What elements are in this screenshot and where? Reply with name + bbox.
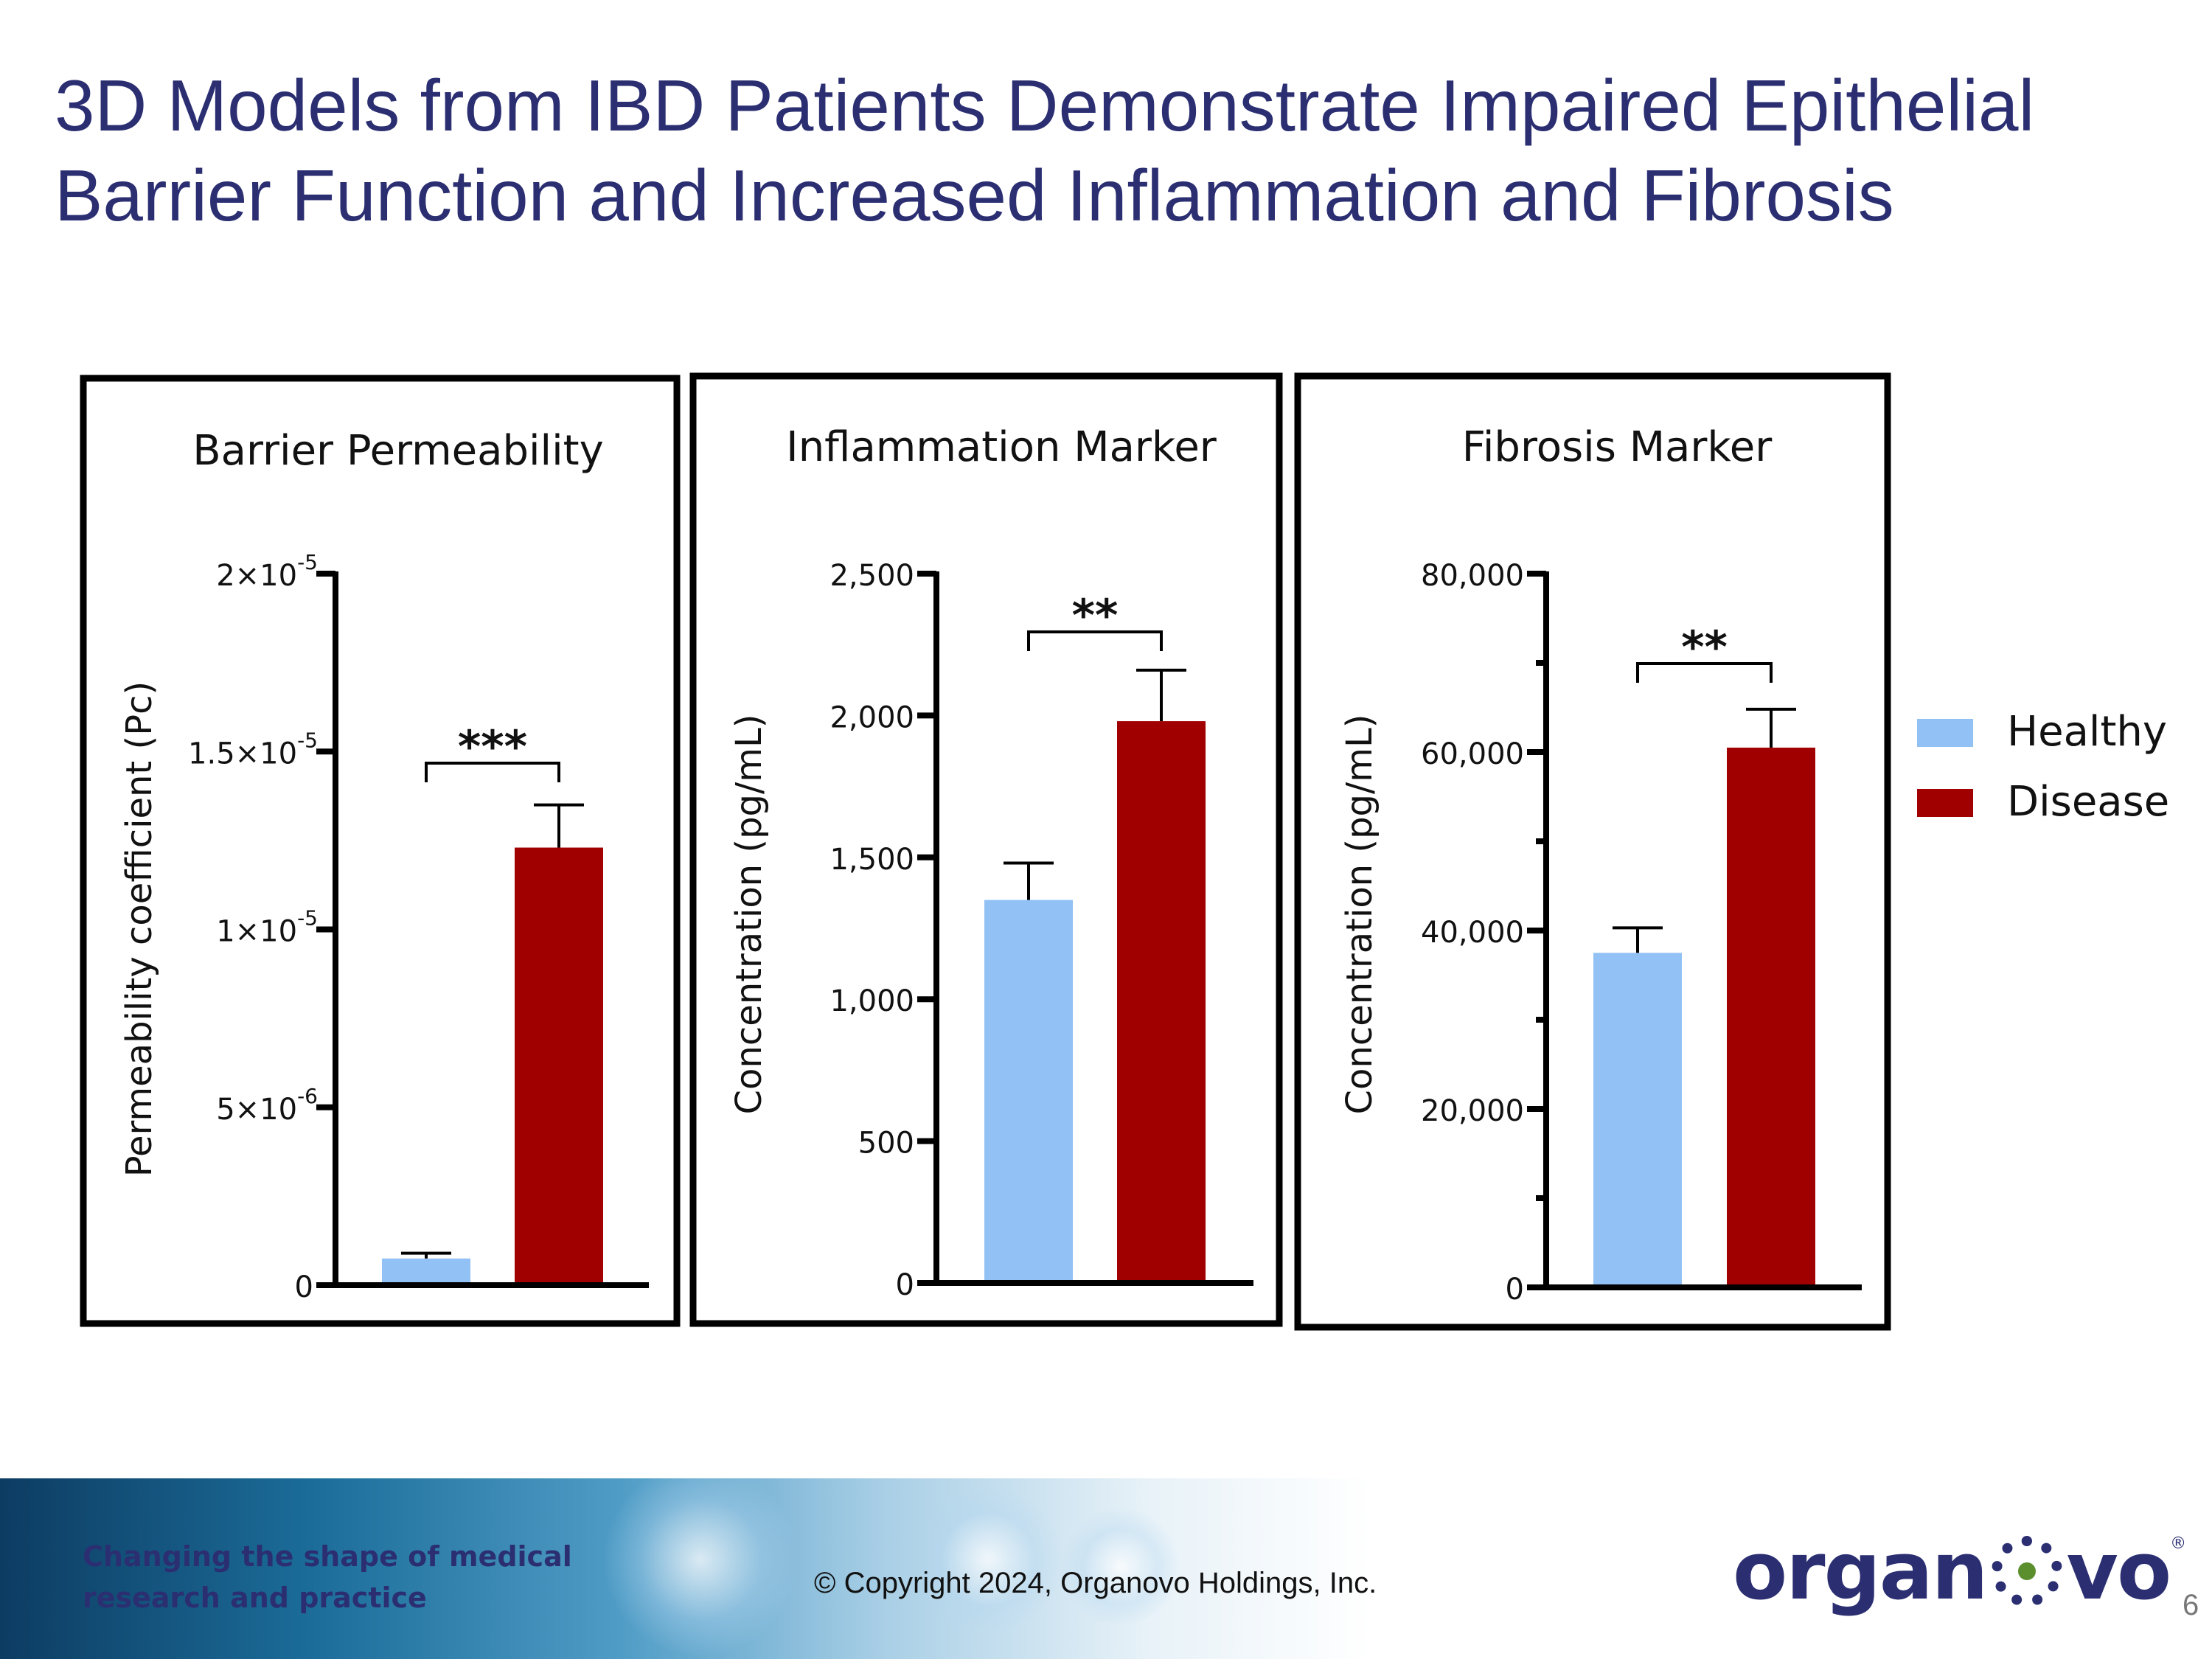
chart-title: Barrier Permeability: [192, 427, 604, 475]
y-tick-label: 1×10-5: [216, 906, 318, 949]
y-tick-label: 2×10-5: [216, 550, 318, 593]
tagline-line-1: Changing the shape of medical: [83, 1540, 572, 1573]
decorative-cell-image: [1062, 1508, 1180, 1626]
significance-bracket: [1636, 662, 1773, 683]
y-axis-label: Concentration (pg/mL): [728, 714, 770, 1115]
bar-disease: [1727, 747, 1815, 1287]
footer-banner: Changing the shape of medical research a…: [0, 1478, 2212, 1659]
logo-text-right: vo: [2066, 1525, 2172, 1618]
legend-label-healthy: Healthy: [2007, 708, 2167, 756]
significance-label: **: [1072, 590, 1119, 641]
tagline-line-2: research and practice: [83, 1582, 427, 1614]
decorative-cell-image: [605, 1478, 796, 1655]
bar-disease: [515, 847, 603, 1285]
y-tick-label: 0: [896, 1268, 914, 1302]
significance-label: **: [1681, 622, 1728, 673]
y-tick-label: 60,000: [1421, 737, 1524, 771]
bar-healthy: [1593, 953, 1682, 1287]
chart-title: Inflammation Marker: [786, 423, 1217, 471]
legend-label-disease: Disease: [2007, 778, 2169, 826]
significance-bracket: [1027, 630, 1163, 651]
y-tick-label: 2,000: [830, 700, 914, 734]
chart-frame: [1294, 372, 1891, 1331]
y-axis-label: Permeability coefficient (Pc): [119, 681, 160, 1178]
copyright-text: © Copyright 2024, Organovo Holdings, Inc…: [814, 1567, 1377, 1599]
y-tick-label: 0: [1506, 1273, 1524, 1307]
slide-title: 3D Models from IBD Patients Demonstrate …: [55, 65, 2035, 236]
significance-bracket: [425, 762, 560, 782]
y-tick-label: 5×10-6: [216, 1084, 318, 1127]
y-axis-label: Concentration (pg/mL): [1339, 714, 1380, 1115]
y-tick-label: 500: [858, 1127, 914, 1161]
footer-tagline: Changing the shape of medical research a…: [83, 1536, 572, 1618]
y-tick-label: 1,000: [830, 984, 914, 1018]
y-tick-label: 1.5×10-5: [188, 728, 318, 771]
y-tick-label: 1,500: [830, 843, 914, 877]
chart-panel-1: Barrier Permeability Permeability coeffic…: [80, 375, 681, 1327]
chart-title: Fibrosis Marker: [1462, 423, 1773, 471]
logo-registered-mark: ®: [2170, 1534, 2186, 1553]
bar-disease: [1117, 721, 1206, 1283]
logo-text-left: organ: [1733, 1525, 1989, 1618]
y-tick-label: 80,000: [1421, 559, 1524, 593]
y-tick-label: 2,500: [830, 559, 914, 593]
bar-healthy: [382, 1258, 470, 1285]
chart-frame: [80, 375, 681, 1327]
chart-panel-3: Fibrosis Marker Concentration (pg/mL) 0 20,…: [1294, 372, 1891, 1331]
significance-label: ***: [458, 721, 527, 773]
chart-legend: Healthy Disease: [1917, 708, 2169, 826]
chart-panel-2: Inflammation Marker Concentration (pg/mL)…: [689, 372, 1283, 1327]
logo-cell-icon: [1991, 1536, 2062, 1607]
page-number: 6: [2183, 1589, 2199, 1621]
legend-swatch-disease: [1917, 789, 1973, 817]
organovo-logo: organ vo ®: [1733, 1525, 2186, 1618]
bar-healthy: [984, 900, 1073, 1283]
legend-swatch-healthy: [1917, 719, 1973, 747]
y-tick-label: 40,000: [1421, 916, 1524, 950]
y-tick-label: 0: [295, 1270, 313, 1304]
chart-frame: [689, 372, 1283, 1327]
y-tick-label: 20,000: [1421, 1094, 1524, 1128]
decorative-cell-image: [914, 1486, 1062, 1633]
